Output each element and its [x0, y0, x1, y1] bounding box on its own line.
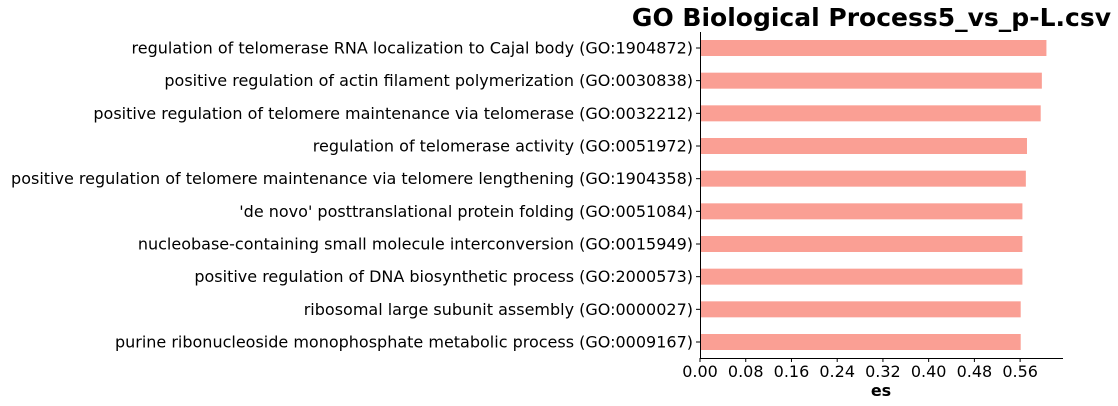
- chart-title: GO Biological Process5_vs_p-L.csv: [632, 3, 1111, 32]
- bar: [701, 236, 1023, 252]
- category-label: purine ribonucleoside monophosphate meta…: [115, 333, 693, 352]
- category-label: regulation of telomerase activity (GO:00…: [313, 137, 693, 156]
- category-label: 'de novo' posttranslational protein fold…: [239, 202, 693, 221]
- bar: [701, 40, 1047, 56]
- bar: [701, 301, 1021, 318]
- bar: [701, 105, 1041, 122]
- category-label: regulation of telomerase RNA localizatio…: [132, 39, 693, 58]
- x-tick-label: 0.56: [1002, 362, 1038, 381]
- category-label: positive regulation of telomere maintena…: [11, 169, 693, 188]
- bar: [701, 203, 1023, 220]
- bar: [701, 334, 1021, 350]
- x-tick-label: 0.48: [957, 362, 993, 381]
- category-label: positive regulation of telomere maintena…: [93, 104, 693, 123]
- x-axis-label: es: [871, 381, 891, 400]
- category-label: positive regulation of actin filament po…: [164, 71, 693, 90]
- x-ticks-group: 0.00 0.08 0.16 0.24 0.32 0.40 0.48 0.56: [682, 47, 1038, 381]
- category-labels-group: regulation of telomerase RNA localizatio…: [11, 39, 693, 352]
- category-label: nucleobase-containing small molecule int…: [138, 235, 693, 254]
- bar: [701, 268, 1023, 285]
- bar: [701, 170, 1026, 187]
- category-label: positive regulation of DNA biosynthetic …: [194, 267, 693, 286]
- x-tick-label: 0.08: [728, 362, 764, 381]
- x-tick-label: 0.00: [682, 362, 718, 381]
- bars-group: [701, 40, 1047, 350]
- bar: [701, 72, 1042, 89]
- x-tick-label: 0.40: [911, 362, 947, 381]
- category-label: ribosomal large subunit assembly (GO:000…: [304, 300, 693, 319]
- x-tick-label: 0.32: [865, 362, 901, 381]
- bar: [701, 138, 1027, 154]
- x-tick-label: 0.16: [774, 362, 810, 381]
- x-tick-label: 0.24: [819, 362, 855, 381]
